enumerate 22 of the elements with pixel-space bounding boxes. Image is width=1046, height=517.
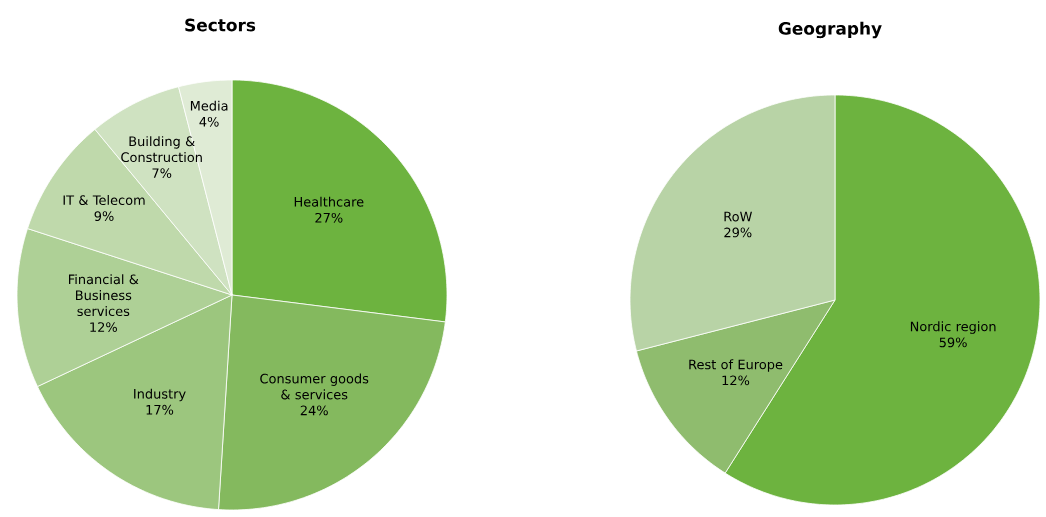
slice-label: RoW (724, 211, 752, 222)
chart-title: Sectors (185, 18, 256, 32)
data-label: 12% (722, 375, 750, 386)
data-label: 17% (146, 404, 174, 415)
chart-title: Geography (778, 21, 882, 39)
data-label: 27% (315, 212, 343, 223)
data-label: 24% (300, 405, 328, 416)
slice-label: Industry (134, 388, 186, 402)
slice-label: Media (190, 100, 228, 111)
data-label: 59% (939, 337, 967, 348)
data-label: 12% (90, 322, 117, 333)
data-label: 9% (94, 211, 114, 221)
slice-label: IT & Telecom (63, 195, 145, 206)
data-label: 7% (152, 168, 172, 179)
slice-label: Rest of Europe (689, 359, 783, 372)
data-label: 4% (199, 116, 219, 127)
slice-label: Nordic region (910, 321, 996, 334)
slice-label: Healthcare (294, 196, 364, 207)
slice-label: Financial & Business services (69, 274, 139, 317)
data-label: 29% (724, 227, 752, 238)
slice-label: Building & Construction (121, 136, 202, 163)
slice-label: Consumer goods & services (260, 373, 369, 400)
